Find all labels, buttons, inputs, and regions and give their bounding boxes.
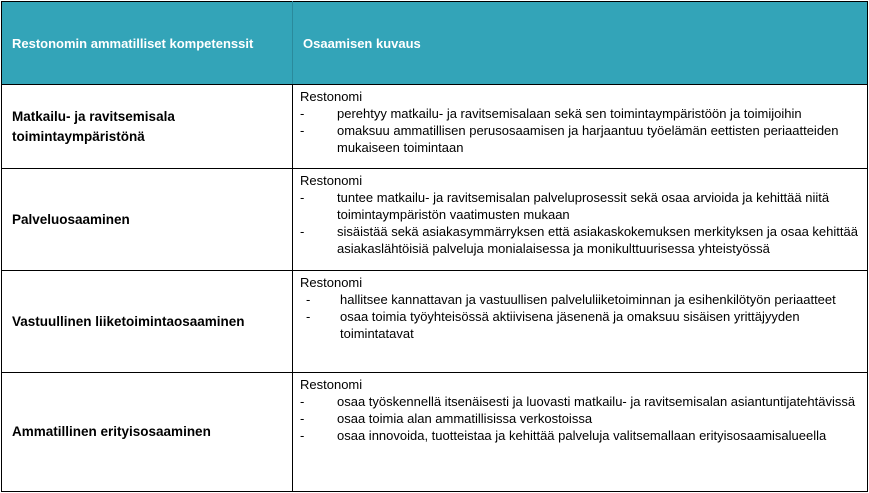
- competence-description: Restonomi - hallitsee kannattavan ja vast…: [292, 270, 868, 373]
- list-item: - osaa työskennellä itsenäisesti ja luova…: [300, 394, 856, 409]
- header-description: Osaamisen kuvaus: [292, 1, 868, 85]
- competence-name: Palveluosaaminen: [1, 168, 293, 271]
- header-row: Restonomin ammatilliset kompetenssit Osa…: [1, 1, 868, 85]
- list-item: - sisäistää sekä asiakasymmärryksen että …: [300, 224, 858, 256]
- table-row: Ammatillinen erityisosaaminen Restonomi …: [1, 372, 868, 492]
- competence-description: Restonomi - tuntee matkailu- ja ravitsemi…: [292, 168, 868, 271]
- description-intro: Restonomi: [300, 173, 363, 188]
- table-row: Matkailu- ja ravitsemisala toimintaympär…: [1, 84, 868, 169]
- list-item: - perehtyy matkailu- ja ravitsemisalaan s…: [300, 106, 802, 121]
- competence-name: Matkailu- ja ravitsemisala toimintaympär…: [1, 84, 293, 169]
- competence-name: Vastuullinen liiketoimintaosaaminen: [1, 270, 293, 373]
- description-intro: Restonomi: [300, 377, 363, 392]
- list-item: - tuntee matkailu- ja ravitsemisalan palv…: [300, 190, 830, 222]
- competence-description: Restonomi - perehtyy matkailu- ja ravitse…: [292, 84, 868, 169]
- header-competences: Restonomin ammatilliset kompetenssit: [1, 1, 293, 85]
- list-item: - osaa toimia työyhteisössä aktiivisena j…: [306, 309, 800, 341]
- table-row: Palveluosaaminen Restonomi - tuntee matka…: [1, 168, 868, 271]
- list-item: - hallitsee kannattavan ja vastuullisen p…: [306, 292, 836, 307]
- table-row: Vastuullinen liiketoimintaosaaminen Rest…: [1, 270, 868, 373]
- competence-description: Restonomi - osaa työskennellä itsenäisest…: [292, 372, 868, 492]
- description-intro: Restonomi: [300, 89, 363, 104]
- competence-name: Ammatillinen erityisosaaminen: [1, 372, 293, 492]
- list-item: - omaksuu ammatillisen perusosaamisen ja …: [300, 123, 839, 155]
- list-item: - osaa innovoida, tuotteistaa ja kehittää…: [300, 428, 827, 443]
- description-intro: Restonomi: [300, 275, 363, 290]
- list-item: - osaa toimia alan ammatillisissa verkost…: [300, 411, 593, 426]
